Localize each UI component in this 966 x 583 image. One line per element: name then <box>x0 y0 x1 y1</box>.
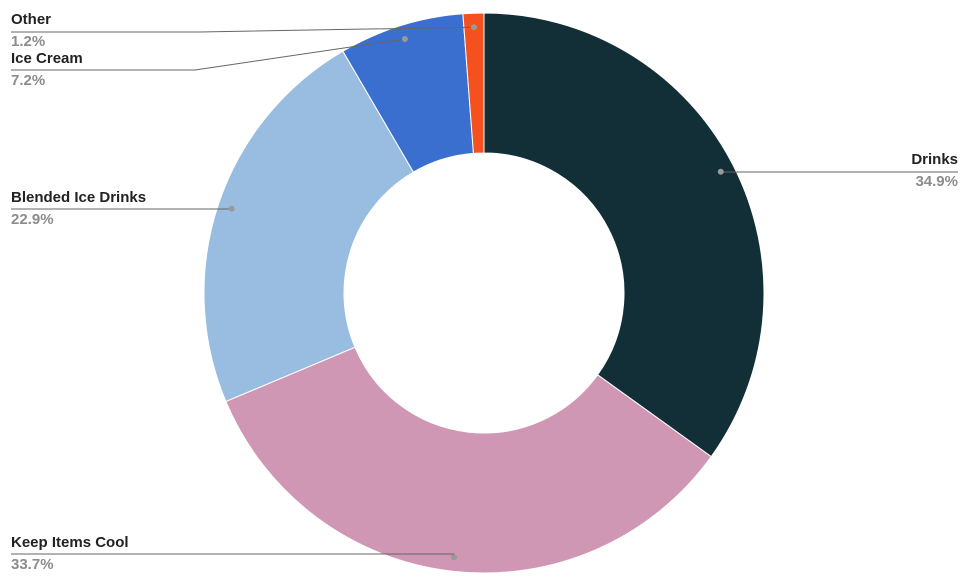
leader-dot <box>717 168 724 175</box>
slice-label: Ice Cream <box>11 50 83 67</box>
slice <box>483 12 765 458</box>
leader-line <box>11 26 474 33</box>
slice-value: 1.2% <box>11 33 45 50</box>
slice-label: Blended Ice Drinks <box>11 189 146 206</box>
leader-dot <box>228 205 235 212</box>
leader-line <box>11 38 405 71</box>
slice <box>462 12 485 154</box>
leader-dot <box>470 24 477 31</box>
leader-dot <box>401 36 408 43</box>
slice-label: Keep Items Cool <box>11 534 129 551</box>
leader-dot <box>450 554 457 561</box>
slice-value: 7.2% <box>11 72 45 89</box>
slice-value: 22.9% <box>11 211 54 228</box>
slice-value: 34.9% <box>915 173 958 190</box>
slice-value: 33.7% <box>11 556 54 573</box>
slice-label: Other <box>11 11 51 28</box>
slice <box>203 50 415 403</box>
slice-label: Drinks <box>911 151 958 168</box>
slice <box>225 346 712 574</box>
